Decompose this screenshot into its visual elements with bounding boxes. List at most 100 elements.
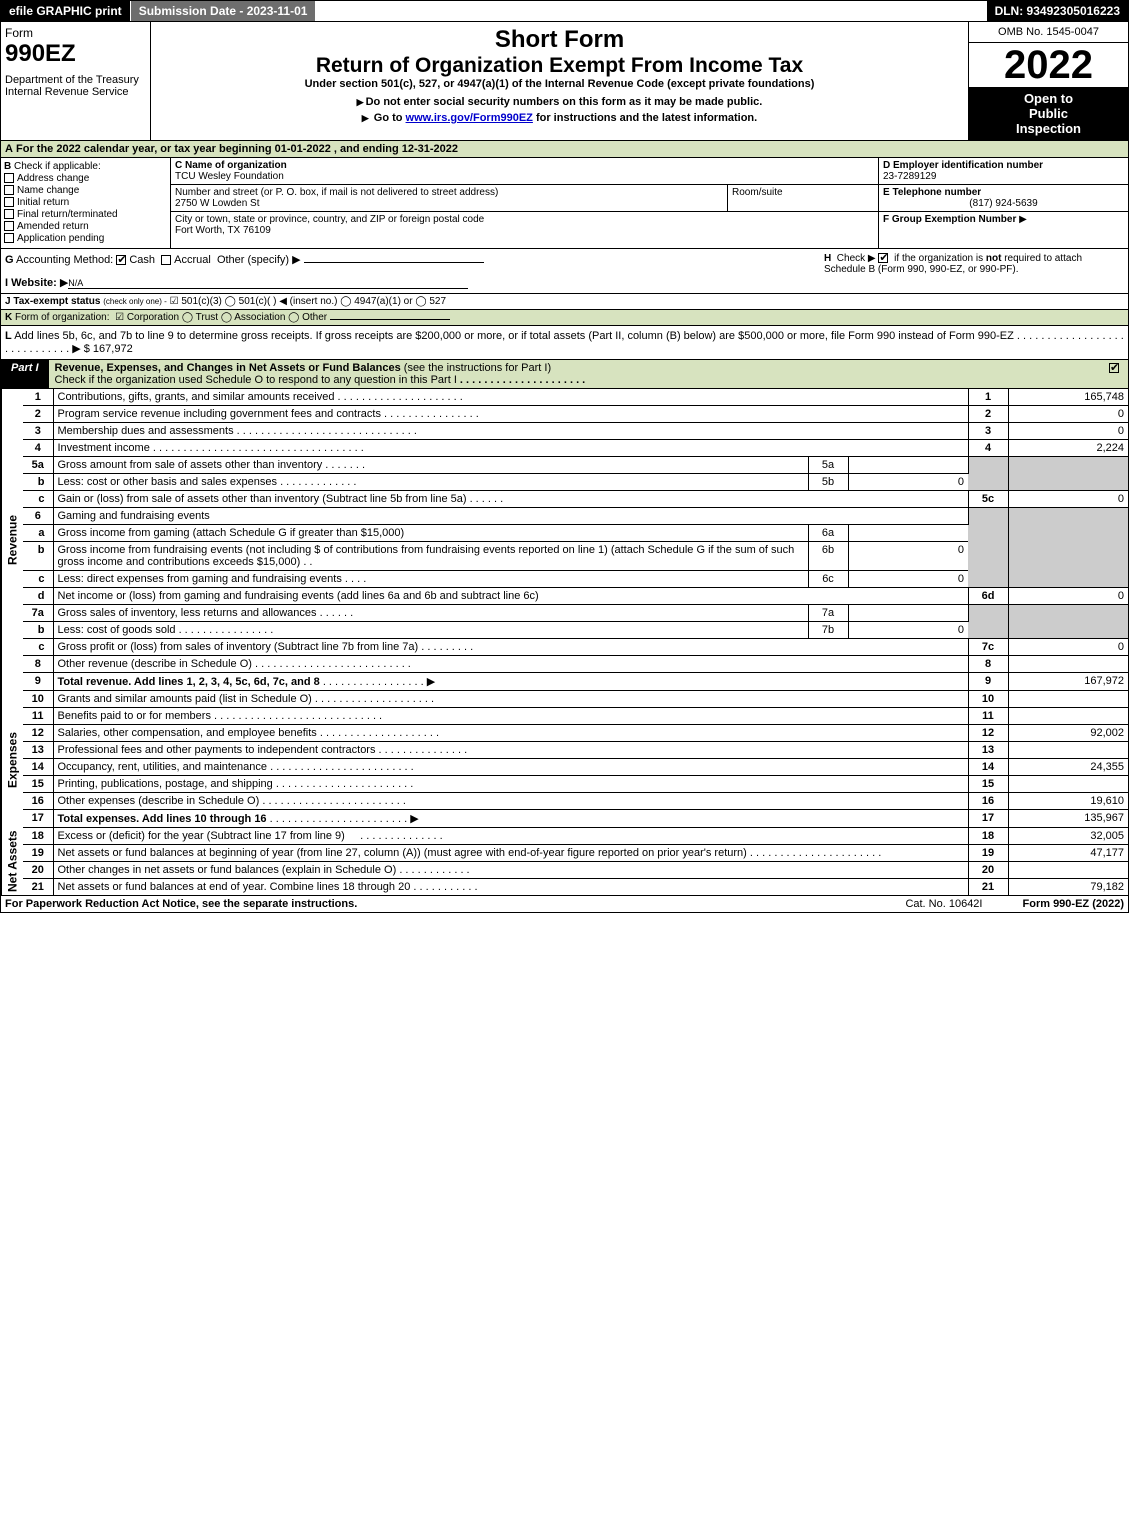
name-label: Name of organization <box>185 160 287 171</box>
tax-year: 2022 <box>969 43 1128 87</box>
part-i-note: (see the instructions for Part I) <box>404 362 551 374</box>
topbar-spacer <box>316 1 986 21</box>
open-public-inspection: Open to Public Inspection <box>969 87 1128 140</box>
form-number: 990EZ <box>5 40 76 67</box>
section-def: D Employer identification number 23-7289… <box>878 158 1128 248</box>
phone-label: Telephone number <box>892 187 981 198</box>
ein-label: Employer identification number <box>893 160 1043 171</box>
org-address-row: Number and street (or P. O. box, if mail… <box>171 185 878 212</box>
part-i-number: Part I <box>1 360 49 388</box>
city-label: City or town, state or province, country… <box>175 214 484 225</box>
section-l: L Add lines 5b, 6c, and 7b to line 9 to … <box>0 326 1129 360</box>
accounting-method-label: Accounting Method: <box>16 254 113 266</box>
section-g: G Accounting Method: Cash Accrual Other … <box>5 253 824 266</box>
line-9: 9Total revenue. Add lines 1, 2, 3, 4, 5c… <box>23 673 1128 691</box>
chk-address-change[interactable]: Address change <box>4 173 167 184</box>
revenue-side-label: Revenue <box>1 389 23 691</box>
chk-schedule-o-used[interactable] <box>1109 363 1119 373</box>
chk-application-pending[interactable]: Application pending <box>4 233 167 244</box>
section-l-text: Add lines 5b, 6c, and 7b to line 9 to de… <box>5 330 1124 355</box>
org-name: TCU Wesley Foundation <box>175 171 284 182</box>
header-left: Form 990EZ Department of the Treasury In… <box>1 22 151 140</box>
goto-post: for instructions and the latest informat… <box>533 112 757 124</box>
chk-cash[interactable] <box>116 255 126 265</box>
section-h: H Check ▶ if the organization is not req… <box>824 253 1124 289</box>
line-1: 1Contributions, gifts, grants, and simil… <box>23 389 1128 406</box>
short-form-title: Short Form <box>155 26 964 54</box>
submission-date-button[interactable]: Submission Date - 2023-11-01 <box>131 1 317 21</box>
group-exemption-label: Group Exemption Number <box>892 214 1016 225</box>
chk-schedule-b-not-required[interactable] <box>878 253 888 263</box>
line-7b: bLess: cost of goods sold . . . . . . . … <box>23 622 1128 639</box>
chk-accrual[interactable] <box>161 255 171 265</box>
line-18: 18Excess or (deficit) for the year (Subt… <box>23 828 1128 845</box>
revenue-table: 1Contributions, gifts, grants, and simil… <box>23 389 1128 691</box>
org-info-block: B Check if applicable: Address change Na… <box>0 158 1129 249</box>
org-city-row: City or town, state or province, country… <box>171 212 878 238</box>
catalog-number: Cat. No. 10642I <box>865 898 1022 910</box>
paperwork-reduction-notice: For Paperwork Reduction Act Notice, see … <box>5 898 865 910</box>
header-right: OMB No. 1545-0047 2022 Open to Public In… <box>968 22 1128 140</box>
line-2: 2Program service revenue including gover… <box>23 406 1128 423</box>
line-19: 19Net assets or fund balances at beginni… <box>23 845 1128 862</box>
page-footer: For Paperwork Reduction Act Notice, see … <box>0 896 1129 913</box>
header-middle: Short Form Return of Organization Exempt… <box>151 22 968 140</box>
expenses-table: 10Grants and similar amounts paid (list … <box>23 691 1128 828</box>
line-5b: bLess: cost or other basis and sales exp… <box>23 474 1128 491</box>
part-i-check-note: Check if the organization used Schedule … <box>55 374 457 386</box>
section-a: A For the 2022 calendar year, or tax yea… <box>0 141 1129 158</box>
ein-value: 23-7289129 <box>883 171 936 182</box>
chk-name-change[interactable]: Name change <box>4 185 167 196</box>
chk-initial-return[interactable]: Initial return <box>4 197 167 208</box>
other-org-field[interactable] <box>330 319 450 320</box>
section-j: J Tax-exempt status (check only one) - ☑… <box>0 294 1129 310</box>
line-13: 13Professional fees and other payments t… <box>23 742 1128 759</box>
line-11: 11Benefits paid to or for members . . . … <box>23 708 1128 725</box>
do-not-note: Do not enter social security numbers on … <box>155 96 964 108</box>
row-g-h-i: G Accounting Method: Cash Accrual Other … <box>0 249 1129 294</box>
under-section-note: Under section 501(c), 527, or 4947(a)(1)… <box>155 78 964 90</box>
chk-amended-return[interactable]: Amended return <box>4 221 167 232</box>
section-b: B Check if applicable: Address change Na… <box>1 158 171 248</box>
line-12: 12Salaries, other compensation, and empl… <box>23 725 1128 742</box>
line-7c: cGross profit or (loss) from sales of in… <box>23 639 1128 656</box>
line-15: 15Printing, publications, postage, and s… <box>23 776 1128 793</box>
check-if-applicable-label: Check if applicable: <box>14 161 101 172</box>
top-bar: efile GRAPHIC print Submission Date - 20… <box>0 0 1129 22</box>
line-5c: cGain or (loss) from sale of assets othe… <box>23 491 1128 508</box>
line-7a: 7aGross sales of inventory, less returns… <box>23 605 1128 622</box>
efile-print-button[interactable]: efile GRAPHIC print <box>1 1 131 21</box>
line-6: 6Gaming and fundraising events <box>23 508 1128 525</box>
room-label: Room/suite <box>732 187 783 198</box>
goto-pre: Go to <box>374 112 406 124</box>
form-word: Form <box>5 26 33 40</box>
line-21: 21Net assets or fund balances at end of … <box>23 879 1128 896</box>
revenue-block: Revenue 1Contributions, gifts, grants, a… <box>0 389 1129 691</box>
irs-link[interactable]: www.irs.gov/Form990EZ <box>406 112 533 124</box>
net-assets-side-label: Net Assets <box>1 828 23 895</box>
form-footer-label: Form 990-EZ (2022) <box>1023 898 1125 910</box>
net-assets-table: 18Excess or (deficit) for the year (Subt… <box>23 828 1128 895</box>
line-3: 3Membership dues and assessments . . . .… <box>23 423 1128 440</box>
line-6c: cLess: direct expenses from gaming and f… <box>23 571 1128 588</box>
department-label: Department of the Treasury Internal Reve… <box>5 74 146 98</box>
street-value: 2750 W Lowden St <box>175 198 260 209</box>
org-name-row: C Name of organization TCU Wesley Founda… <box>171 158 878 185</box>
line-20: 20Other changes in net assets or fund ba… <box>23 862 1128 879</box>
net-assets-block: Net Assets 18Excess or (deficit) for the… <box>0 828 1129 896</box>
tax-exempt-options: ☑ 501(c)(3) ◯ 501(c)( ) ◀ (insert no.) ◯… <box>170 296 446 307</box>
chk-final-return[interactable]: Final return/terminated <box>4 209 167 220</box>
street-label: Number and street (or P. O. box, if mail… <box>175 187 498 198</box>
phone-value: (817) 924-5639 <box>883 198 1124 209</box>
section-i: I Website: ▶N/A <box>5 276 824 289</box>
expenses-block: Expenses 10Grants and similar amounts pa… <box>0 691 1129 828</box>
city-value: Fort Worth, TX 76109 <box>175 225 271 236</box>
dln-label: DLN: 93492305016223 <box>987 1 1128 21</box>
other-specify-field[interactable] <box>304 262 484 263</box>
form-header: Form 990EZ Department of the Treasury In… <box>0 22 1129 141</box>
line-6d: dNet income or (loss) from gaming and fu… <box>23 588 1128 605</box>
omb-number: OMB No. 1545-0047 <box>969 22 1128 43</box>
part-i-header: Part I Revenue, Expenses, and Changes in… <box>0 360 1129 389</box>
return-title: Return of Organization Exempt From Incom… <box>155 54 964 78</box>
part-i-title: Revenue, Expenses, and Changes in Net As… <box>55 362 401 374</box>
